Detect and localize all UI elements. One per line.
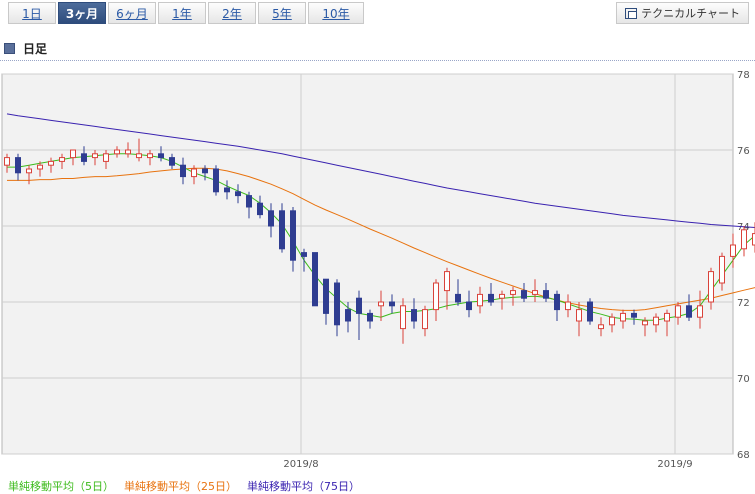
candle-body bbox=[588, 302, 593, 321]
candle-body bbox=[71, 150, 76, 158]
candle-body bbox=[489, 294, 494, 302]
candle-body bbox=[643, 321, 648, 325]
candle-body bbox=[544, 291, 549, 299]
candle-body bbox=[511, 291, 516, 295]
x-tick-label: 2019/8 bbox=[283, 459, 318, 470]
candle-body bbox=[181, 165, 186, 176]
candle-body bbox=[368, 313, 373, 321]
candle-body bbox=[698, 306, 703, 317]
candle-body bbox=[357, 298, 362, 313]
candle-body bbox=[27, 169, 32, 173]
candle-body bbox=[302, 253, 307, 257]
x-tick-label: 2019/9 bbox=[657, 459, 692, 470]
candle-body bbox=[731, 245, 736, 256]
candle-body bbox=[423, 310, 428, 329]
candle-body bbox=[401, 306, 406, 329]
candle-body bbox=[280, 211, 285, 249]
candle-body bbox=[522, 291, 527, 299]
candle-body bbox=[676, 306, 681, 317]
candle-body bbox=[632, 313, 637, 317]
candle-body bbox=[500, 294, 505, 298]
candle-body bbox=[203, 169, 208, 173]
candle-body bbox=[555, 294, 560, 309]
candle-body bbox=[313, 253, 318, 306]
candle-body bbox=[170, 158, 175, 166]
candle-body bbox=[115, 150, 120, 154]
candle-body bbox=[456, 294, 461, 302]
y-tick-label: 76 bbox=[737, 146, 750, 157]
candle-body bbox=[148, 154, 153, 158]
y-tick-label: 70 bbox=[737, 374, 750, 385]
candle-body bbox=[687, 306, 692, 317]
candle-body bbox=[225, 188, 230, 192]
candle-body bbox=[269, 211, 274, 226]
candle-body bbox=[247, 196, 252, 207]
candle-body bbox=[49, 161, 54, 165]
y-tick-label: 72 bbox=[737, 298, 750, 309]
candle-body bbox=[390, 302, 395, 306]
candle-body bbox=[291, 211, 296, 260]
y-tick-label: 78 bbox=[737, 70, 750, 81]
candle-body bbox=[236, 192, 241, 196]
candle-body bbox=[533, 291, 538, 295]
candle-body bbox=[159, 154, 164, 158]
candle-body bbox=[654, 317, 659, 325]
candle-body bbox=[610, 317, 615, 325]
candle-body bbox=[566, 302, 571, 310]
candle-body bbox=[93, 154, 98, 158]
candle-body bbox=[137, 154, 142, 158]
candle-body bbox=[720, 256, 725, 283]
candle-body bbox=[38, 165, 43, 169]
chart-legend: 単純移動平均（5日） 単純移動平均（25日） 単純移動平均（75日） bbox=[8, 478, 360, 494]
candle-body bbox=[104, 154, 109, 162]
candle-body bbox=[5, 158, 10, 166]
candle-body bbox=[60, 158, 65, 162]
candle-body bbox=[412, 310, 417, 321]
candle-body bbox=[742, 230, 747, 249]
candle-body bbox=[577, 310, 582, 321]
candle-body bbox=[258, 203, 263, 214]
candle-body bbox=[445, 272, 450, 291]
candle-body bbox=[467, 302, 472, 310]
candle-body bbox=[324, 279, 329, 313]
candle-body bbox=[709, 272, 714, 302]
candle-body bbox=[192, 169, 197, 177]
candle-body bbox=[379, 302, 384, 306]
candle-body bbox=[434, 283, 439, 310]
candle-body bbox=[335, 283, 340, 325]
legend-item-ma75: 単純移動平均（75日） bbox=[247, 478, 360, 494]
candle-body bbox=[478, 294, 483, 305]
legend-item-ma25: 単純移動平均（25日） bbox=[124, 478, 237, 494]
y-tick-label: 68 bbox=[737, 450, 750, 461]
legend-item-ma5: 単純移動平均（5日） bbox=[8, 478, 114, 494]
candle-body bbox=[621, 313, 626, 321]
candle-body bbox=[346, 310, 351, 321]
candle-body bbox=[599, 325, 604, 329]
plot-area bbox=[2, 74, 733, 454]
candle-body bbox=[665, 313, 670, 321]
candle-body bbox=[82, 154, 87, 162]
candle-body bbox=[16, 158, 21, 173]
candle-body bbox=[126, 150, 131, 154]
candle-body bbox=[214, 169, 219, 192]
